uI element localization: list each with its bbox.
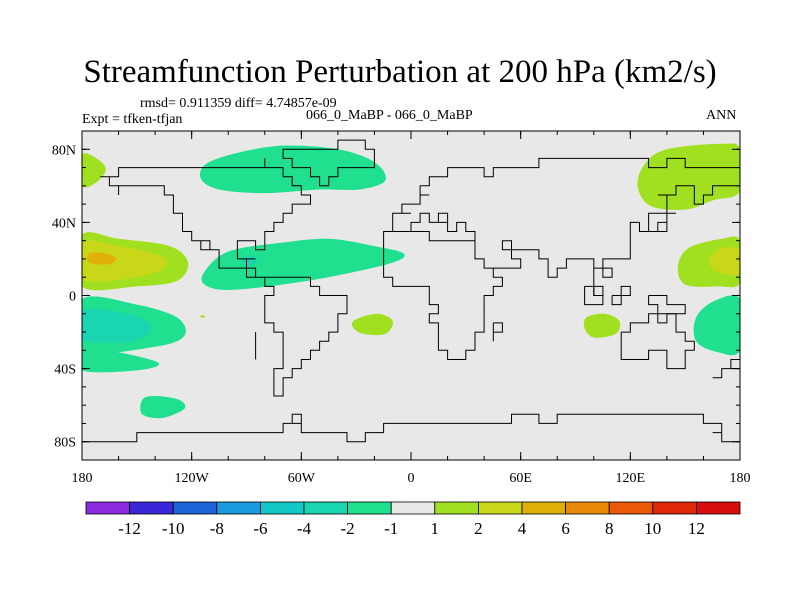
coastline-7 bbox=[620, 313, 695, 370]
colorbar-box-11 bbox=[565, 501, 610, 515]
contour-region-5 bbox=[87, 252, 117, 265]
colorbar-box-7 bbox=[390, 501, 436, 515]
x-tick-label-1: 120W bbox=[175, 471, 210, 486]
y-tick-label-2: 0 bbox=[69, 290, 76, 305]
contour-region-14 bbox=[583, 313, 621, 338]
y-tick-label-3: 40S bbox=[54, 363, 76, 378]
coastline-11 bbox=[492, 322, 503, 342]
contour-region-17 bbox=[200, 315, 205, 318]
colorbar-box-13 bbox=[652, 501, 697, 515]
colorbar-label-7: 1 bbox=[431, 519, 440, 538]
colorbar-label-2: -8 bbox=[210, 519, 224, 538]
x-tick-label-4: 60E bbox=[509, 471, 532, 486]
stats-text: rmsd= 0.911359 diff= 4.74857e-09 bbox=[140, 96, 337, 111]
colorbar-label-10: 6 bbox=[561, 519, 570, 538]
colorbar: -12 -10 -8 -6 -4 -2 -1 1 2 4 6 8 10 12 bbox=[85, 501, 741, 538]
contour-region-16 bbox=[140, 396, 186, 419]
colorbar-box-9 bbox=[477, 501, 523, 515]
colorbar-box-8 bbox=[434, 501, 479, 515]
colorbar-box-4 bbox=[259, 501, 305, 515]
contour-region-4 bbox=[82, 240, 168, 282]
contour-region-0 bbox=[82, 153, 106, 188]
experiment-text: Expt = tfken-tfjan bbox=[82, 112, 183, 127]
coastline-2 bbox=[282, 139, 375, 187]
coastline-13 bbox=[82, 413, 740, 443]
colorbar-label-8: 2 bbox=[474, 519, 483, 538]
colorbar-box-1 bbox=[129, 501, 174, 515]
x-tick-label-0: 180 bbox=[72, 471, 93, 486]
contour-region-10 bbox=[693, 295, 740, 356]
x-tick-label-6: 180 bbox=[730, 471, 751, 486]
coastline-1 bbox=[264, 276, 348, 397]
contour-region-12 bbox=[240, 255, 258, 267]
x-tick-label-2: 60W bbox=[288, 471, 316, 486]
contour-regions bbox=[82, 143, 740, 419]
colorbar-label-9: 4 bbox=[518, 519, 527, 538]
contour-region-15 bbox=[82, 347, 160, 373]
colorbar-label-3: -6 bbox=[253, 519, 267, 538]
coastline-8 bbox=[584, 285, 604, 306]
coastline-10 bbox=[648, 295, 686, 315]
colorbar-label-4: -4 bbox=[297, 519, 312, 538]
x-tick-label-5: 120E bbox=[616, 471, 646, 486]
colorbar-box-10 bbox=[521, 501, 566, 515]
colorbar-box-5 bbox=[303, 501, 348, 515]
coastline-4 bbox=[383, 212, 503, 360]
coastline-0 bbox=[100, 158, 311, 278]
coastline-12 bbox=[712, 359, 740, 379]
colorbar-label-0: -12 bbox=[118, 519, 141, 538]
contour-region-7 bbox=[708, 246, 740, 276]
coastline-6 bbox=[648, 212, 676, 232]
colorbar-box-6 bbox=[347, 501, 392, 515]
period-text: ANN bbox=[706, 108, 737, 123]
colorbar-label-12: 10 bbox=[644, 519, 661, 538]
contour-region-13 bbox=[351, 313, 393, 336]
coastline-3 bbox=[392, 157, 740, 232]
contour-region-2 bbox=[637, 143, 740, 210]
coastline-5 bbox=[493, 176, 740, 296]
colorbar-label-13: 12 bbox=[688, 519, 705, 538]
y-tick-label-4: 80S bbox=[54, 436, 76, 451]
colorbar-box-14 bbox=[696, 501, 741, 515]
y-tick-label-0: 80N bbox=[52, 143, 76, 158]
colorbar-label-5: -2 bbox=[341, 519, 355, 538]
coastline-9 bbox=[611, 285, 631, 306]
colorbar-label-1: -10 bbox=[162, 519, 185, 538]
coastlines bbox=[82, 139, 740, 443]
colorbar-box-3 bbox=[216, 501, 261, 515]
colorbar-label-6: -1 bbox=[384, 519, 398, 538]
case-text: 066_0_MaBP - 066_0_MaBP bbox=[306, 108, 473, 123]
colorbar-box-2 bbox=[172, 501, 218, 515]
axis-ticks: 180 120W 60W 0 60E 120E 180 80N 40N 0 40S 80S bbox=[52, 130, 751, 486]
colorbar-box-12 bbox=[608, 501, 654, 515]
colorbar-label-11: 8 bbox=[605, 519, 614, 538]
contour-region-1 bbox=[199, 145, 386, 194]
x-tick-label-3: 0 bbox=[408, 471, 415, 486]
y-tick-label-1: 40N bbox=[52, 216, 76, 231]
colorbar-box-0 bbox=[85, 501, 130, 515]
contour-region-9 bbox=[82, 308, 152, 344]
chart-title: Streamfunction Perturbation at 200 hPa (… bbox=[83, 54, 717, 90]
